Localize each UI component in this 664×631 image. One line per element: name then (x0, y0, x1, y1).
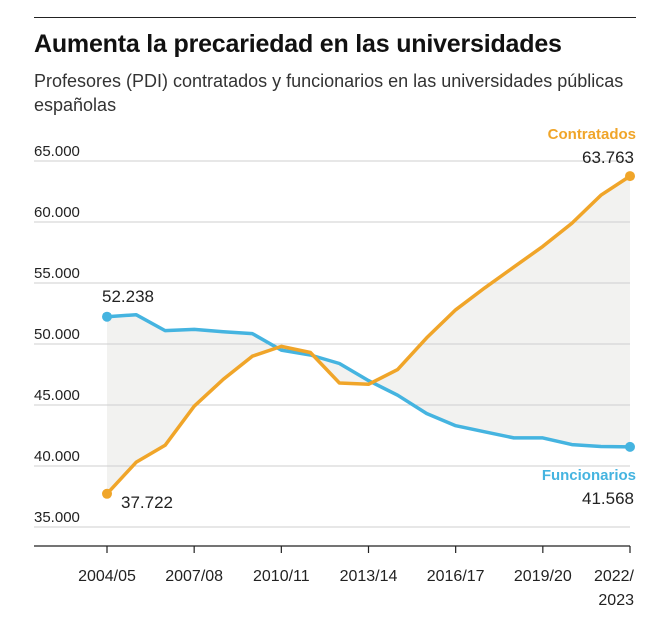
funcionarios-start-point (102, 311, 112, 322)
contratados-line (105, 174, 632, 496)
y-tick-label: 35.000 (34, 509, 80, 526)
chart-subtitle: Profesores (PDI) contratados y funcionar… (34, 71, 624, 115)
series-endpoints (102, 171, 635, 499)
x-tick-label-line: 2004/05 (78, 568, 136, 585)
x-tick-label-line: 2023 (598, 592, 634, 609)
y-tick-label: 55.000 (34, 265, 80, 282)
x-axis: 2004/05 2007/08 2010/11 2013/14 2016/17 2019/… (34, 545, 635, 609)
chart-title: Aumenta la precariedad en las universida… (34, 30, 562, 58)
x-tick-label-line: 2007/08 (165, 568, 223, 585)
y-tick-label: 60.000 (34, 204, 80, 221)
x-tick-label-line: 2022/ (594, 568, 635, 585)
funcionarios-line (105, 312, 632, 449)
grid: 35.000 40.000 45.000 50.000 55.000 60.000 65.0… (34, 143, 630, 528)
x-tick-label: 2022/2023 (594, 568, 635, 609)
series-lines (105, 174, 632, 496)
funcionarios-end-point (625, 441, 635, 452)
y-tick-label: 50.000 (34, 326, 80, 343)
x-tick-label: 2016/17 (427, 568, 485, 585)
contratados-end-point (625, 171, 635, 182)
area-between-series (107, 176, 630, 494)
funcionarios-first-value-label: 52.238 (102, 287, 154, 306)
y-tick-label: 45.000 (34, 387, 80, 404)
funcionarios-last-value-label: 41.568 (582, 489, 634, 508)
contratados-start-point (102, 488, 112, 499)
contratados-series-label: Contratados (548, 126, 636, 143)
x-tick-label: 2004/05 (78, 568, 136, 585)
x-tick-label-line: 2013/14 (340, 568, 398, 585)
contratados-last-value-label: 63.763 (582, 148, 634, 167)
x-tick-label-line: 2010/11 (253, 568, 310, 585)
contratados-first-value-label: 37.722 (121, 493, 173, 512)
x-tick-label: 2019/20 (514, 568, 572, 585)
x-tick-label-line: 2019/20 (514, 568, 572, 585)
top-rule (34, 17, 636, 18)
y-tick-label: 40.000 (34, 448, 80, 465)
x-tick-label: 2010/11 (253, 568, 310, 585)
x-tick-label-line: 2016/17 (427, 568, 485, 585)
x-tick-label: 2007/08 (165, 568, 223, 585)
area-fill (107, 176, 630, 494)
y-tick-label: 65.000 (34, 143, 80, 160)
funcionarios-series-label: Funcionarios (542, 467, 636, 484)
annotations: 52.238 37.722 Contratados 63.763 Funcion… (102, 126, 636, 512)
x-tick-label: 2013/14 (340, 568, 398, 585)
